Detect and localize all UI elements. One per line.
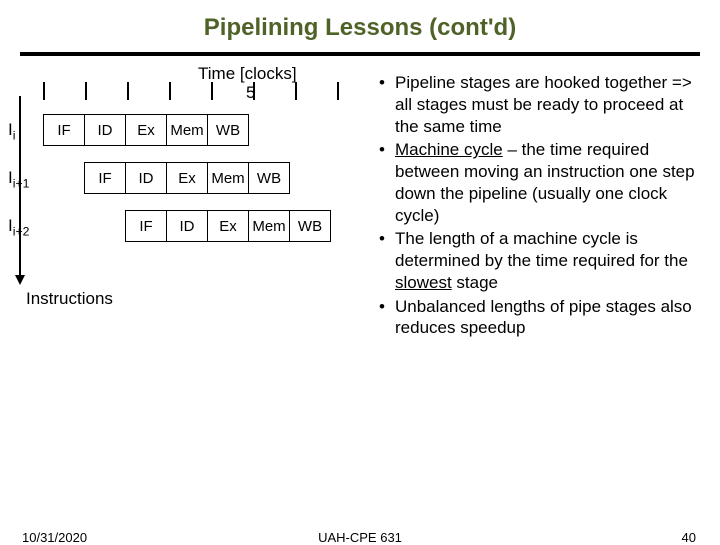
pipeline-stage: WB	[207, 114, 249, 146]
pipeline-stage: ID	[125, 162, 167, 194]
pipeline-stage: Ex	[166, 162, 208, 194]
instruction-label: Ii+1	[8, 168, 29, 190]
time-axis	[43, 82, 373, 104]
pipeline-stage: WB	[289, 210, 331, 242]
pipeline-stage: Ex	[207, 210, 249, 242]
pipeline-stage: WB	[248, 162, 290, 194]
pipeline-stage: ID	[84, 114, 126, 146]
pipeline-row: IFIDExMemWB	[43, 114, 249, 146]
pipeline-stage: IF	[125, 210, 167, 242]
pipeline-stage: Mem	[166, 114, 208, 146]
bullets-column: Pipeline stages are hooked together => a…	[373, 64, 708, 464]
pipeline-stage: ID	[166, 210, 208, 242]
pipeline-diagram: Time [clocks] 5 Instructions IiIFIDExMem…	[8, 64, 373, 464]
pipeline-stage: IF	[84, 162, 126, 194]
footer-date: 10/31/2020	[22, 530, 87, 545]
time-tick	[127, 82, 129, 100]
footer-course: UAH-CPE 631	[318, 530, 402, 545]
footer-page: 40	[682, 530, 696, 545]
instruction-label: Ii+2	[8, 216, 29, 238]
instructions-axis-label: Instructions	[26, 289, 113, 309]
title-rule	[20, 52, 700, 56]
pipeline-stage: Ex	[125, 114, 167, 146]
bullet-item: Unbalanced lengths of pipe stages also r…	[377, 296, 708, 340]
pipeline-row: IFIDExMemWB	[84, 162, 290, 194]
bullet-item: Machine cycle – the time required betwee…	[377, 139, 708, 226]
pipeline-stage: IF	[43, 114, 85, 146]
time-axis-label: Time [clocks]	[198, 64, 297, 84]
time-tick	[295, 82, 297, 100]
content-area: Time [clocks] 5 Instructions IiIFIDExMem…	[0, 64, 720, 464]
time-tick	[85, 82, 87, 100]
bullet-item: The length of a machine cycle is determi…	[377, 228, 708, 293]
time-tick	[169, 82, 171, 100]
pipeline-row: IFIDExMemWB	[125, 210, 331, 242]
time-tick	[211, 82, 213, 100]
bullet-item: Pipeline stages are hooked together => a…	[377, 72, 708, 137]
pipeline-stage: Mem	[248, 210, 290, 242]
time-tick	[253, 82, 255, 100]
pipeline-stage: Mem	[207, 162, 249, 194]
instruction-label: Ii	[8, 120, 15, 142]
time-tick	[43, 82, 45, 100]
slide-title: Pipelining Lessons (cont'd)	[0, 0, 720, 52]
bullet-list: Pipeline stages are hooked together => a…	[377, 72, 708, 339]
time-tick	[337, 82, 339, 100]
